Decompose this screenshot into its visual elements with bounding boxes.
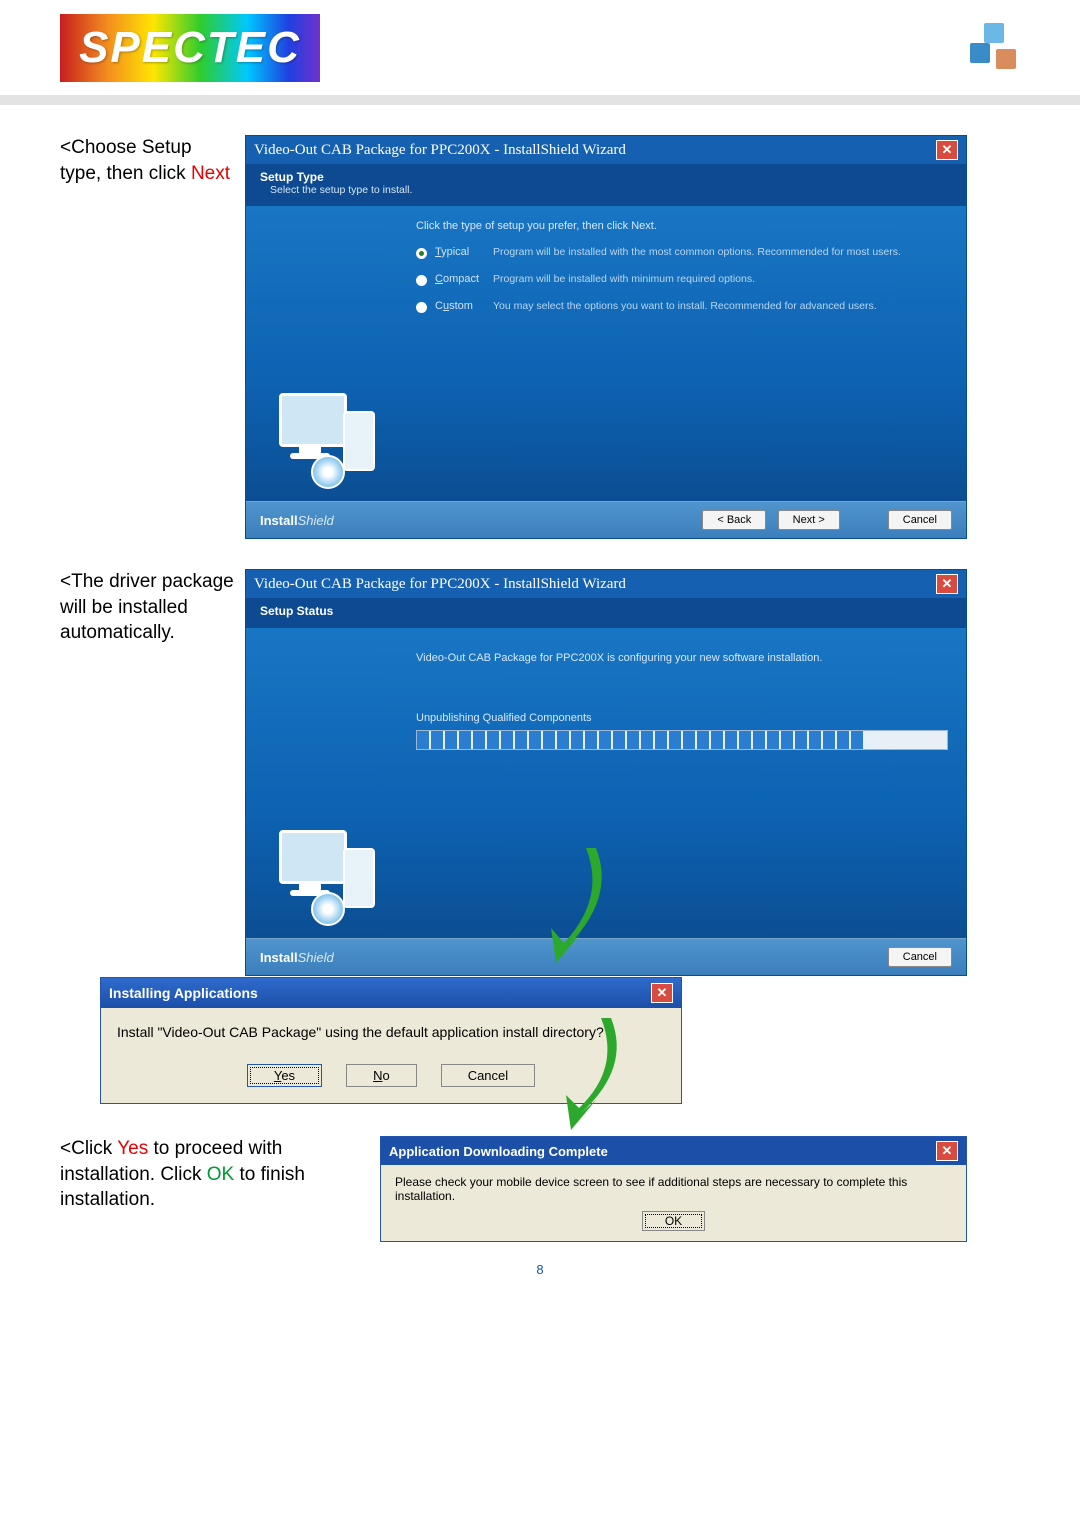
radio-typical[interactable]: Typical Program will be installed with t… — [416, 246, 946, 259]
radio-custom-desc: You may select the options you want to i… — [493, 300, 877, 312]
radio-typical-label: Typical — [435, 246, 493, 258]
next-button[interactable]: Next > — [778, 510, 840, 530]
step1-caption-highlight: Next — [191, 163, 230, 184]
step3-caption: <Click Yes to proceed with installation.… — [60, 1136, 380, 1213]
close-icon[interactable]: ✕ — [936, 140, 958, 160]
msgbox-titlebar: Installing Applications ✕ — [101, 978, 681, 1008]
radio-dot-icon[interactable] — [416, 248, 427, 259]
step1-sub-title: Setup Type — [260, 170, 952, 184]
step1-subheader: Setup Type Select the setup type to inst… — [246, 164, 966, 206]
step1-window-title: Video-Out CAB Package for PPC200X - Inst… — [254, 142, 626, 159]
step2-sub-title: Setup Status — [260, 604, 952, 618]
step2-art — [246, 628, 406, 938]
radio-compact-label: Compact — [435, 273, 493, 285]
step2-status-pane: Video-Out CAB Package for PPC200X is con… — [406, 628, 966, 938]
radio-compact[interactable]: Compact Program will be installed with m… — [416, 273, 946, 286]
installing-apps-dialog: Installing Applications ✕ Install "Video… — [100, 977, 682, 1104]
download-complete-dialog: Application Downloading Complete ✕ Pleas… — [380, 1136, 967, 1242]
complete-body: Please check your mobile device screen t… — [381, 1165, 966, 1241]
corner-cubes-icon — [970, 23, 1020, 73]
radio-compact-desc: Program will be installed with minimum r… — [493, 273, 755, 285]
msgbox-buttons: Yes No Cancel — [101, 1056, 681, 1103]
radio-typical-desc: Program will be installed with the most … — [493, 246, 901, 258]
step2-caption: <The driver package will be installed au… — [60, 569, 245, 976]
close-icon[interactable]: ✕ — [936, 574, 958, 594]
step2-stack: <The driver package will be installed au… — [60, 569, 1020, 976]
radio-custom[interactable]: Custom You may select the options you wa… — [416, 300, 946, 313]
step2-titlebar: Video-Out CAB Package for PPC200X - Inst… — [246, 570, 966, 598]
step1-footer: InstallShield < Back Next > Cancel — [246, 501, 966, 538]
step2-installer-window: Video-Out CAB Package for PPC200X - Inst… — [245, 569, 967, 976]
installshield-brand: InstallShield — [260, 950, 334, 965]
cancel-button[interactable]: Cancel — [441, 1064, 535, 1087]
step1-caption-text: <Choose Setup type, then click — [60, 137, 192, 184]
close-icon[interactable]: ✕ — [651, 983, 673, 1003]
step1-titlebar: Video-Out CAB Package for PPC200X - Inst… — [246, 136, 966, 164]
step3-row: <Click Yes to proceed with installation.… — [60, 1136, 1020, 1242]
step1-caption: <Choose Setup type, then click Next — [60, 135, 245, 539]
page-header: SPECTEC — [0, 0, 1080, 105]
radio-dot-icon[interactable] — [416, 275, 427, 286]
radio-custom-label: Custom — [435, 300, 493, 312]
step1-installer-window: Video-Out CAB Package for PPC200X - Inst… — [245, 135, 967, 539]
cancel-button[interactable]: Cancel — [888, 510, 952, 530]
spectec-logo: SPECTEC — [60, 14, 320, 82]
complete-titlebar: Application Downloading Complete ✕ — [381, 1137, 966, 1165]
msgbox-body-text: Install "Video-Out CAB Package" using th… — [101, 1008, 681, 1056]
back-button[interactable]: < Back — [702, 510, 766, 530]
complete-title-text: Application Downloading Complete — [389, 1144, 608, 1159]
step2-line2: Unpublishing Qualified Components — [416, 712, 946, 724]
page-number: 8 — [60, 1242, 1020, 1297]
step1-options-pane: Click the type of setup you prefer, then… — [406, 206, 966, 501]
ok-button[interactable]: OK — [642, 1211, 705, 1231]
step1-row: <Choose Setup type, then click Next Vide… — [60, 135, 1020, 539]
no-button[interactable]: No — [346, 1064, 417, 1087]
step1-instruct: Click the type of setup you prefer, then… — [416, 220, 946, 232]
yes-button[interactable]: Yes — [247, 1064, 322, 1087]
step2-window-title: Video-Out CAB Package for PPC200X - Inst… — [254, 576, 626, 593]
step1-art — [246, 206, 406, 501]
step2-line1: Video-Out CAB Package for PPC200X is con… — [416, 652, 946, 664]
step2-footer: InstallShield Cancel — [246, 938, 966, 975]
close-icon[interactable]: ✕ — [936, 1141, 958, 1161]
step2-subheader: Setup Status — [246, 598, 966, 628]
installshield-brand: InstallShield — [260, 513, 334, 528]
radio-dot-icon[interactable] — [416, 302, 427, 313]
complete-body-text: Please check your mobile device screen t… — [395, 1175, 952, 1203]
progress-bar — [416, 730, 948, 750]
msgbox-title-text: Installing Applications — [109, 985, 258, 1001]
cancel-button[interactable]: Cancel — [888, 947, 952, 967]
step1-sub-desc: Select the setup type to install. — [260, 184, 952, 196]
